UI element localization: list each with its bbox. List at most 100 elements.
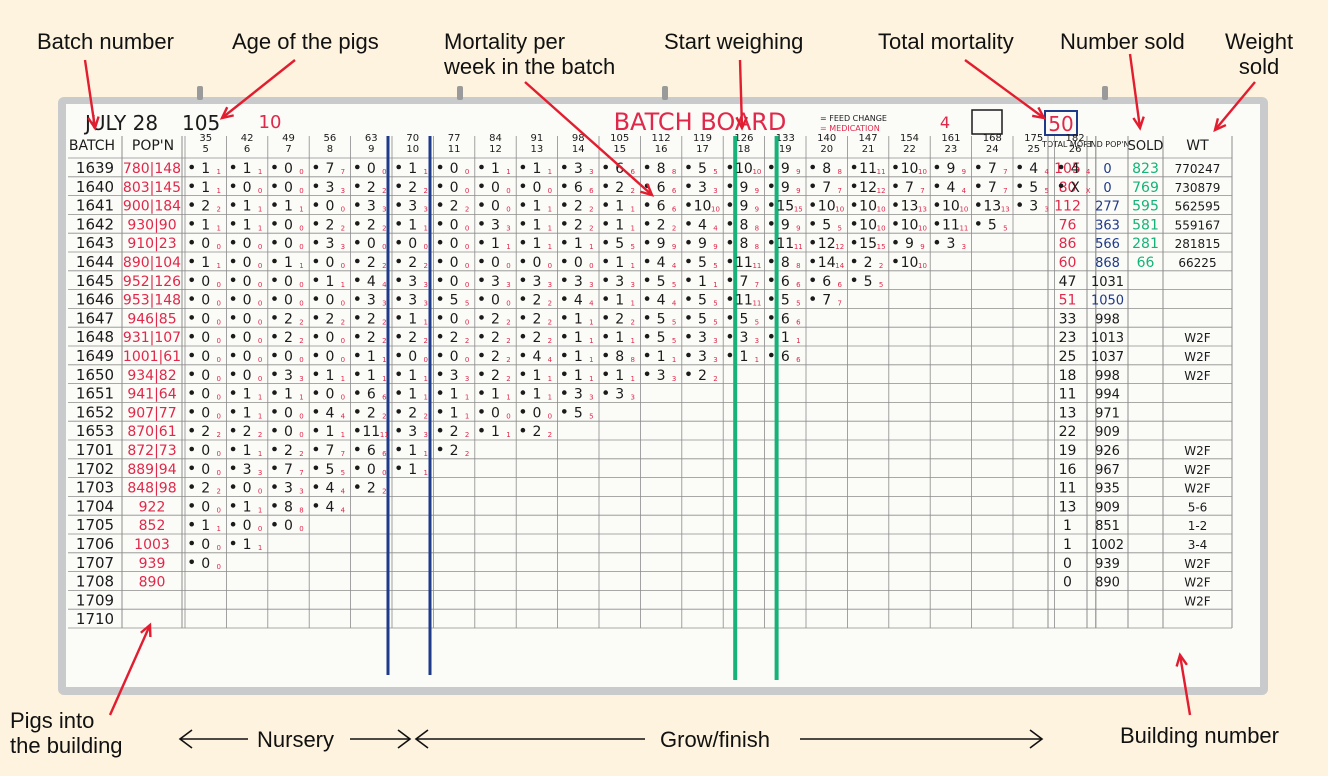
batch-number: 1702 — [76, 460, 114, 478]
feed-change-dot — [479, 258, 484, 264]
weekly-mortality-value: 1 — [574, 349, 583, 365]
weekly-mortality-value: 0 — [450, 255, 459, 271]
batch-population: 890 — [139, 575, 166, 591]
medication-mark: 4 — [341, 412, 346, 420]
feed-change-dot — [562, 164, 567, 170]
feed-change-dot — [810, 239, 815, 245]
end-population-value: 971 — [1095, 406, 1120, 421]
annotation-arrow — [221, 59, 296, 119]
medication-mark: 9 — [796, 224, 800, 232]
medication-mark: 2 — [382, 262, 386, 270]
weekly-mortality-value: 3 — [698, 180, 707, 196]
batch-population: 922 — [139, 499, 166, 515]
weekly-mortality-value: 0 — [243, 481, 252, 497]
medication-mark: 2 — [423, 337, 427, 345]
medication-mark: 0 — [506, 412, 510, 420]
feed-change-dot — [851, 277, 857, 283]
weekly-mortality-value: 1 — [532, 199, 541, 215]
feed-change-dot — [479, 183, 484, 189]
feed-change-dot — [686, 352, 691, 358]
medication-mark: 2 — [506, 375, 510, 383]
weekly-mortality-value: 3 — [739, 330, 748, 346]
feed-change-dot — [479, 296, 484, 301]
medication-mark: 2 — [382, 187, 386, 195]
total-box-value: 50 — [1048, 112, 1073, 136]
batch-number: 1706 — [76, 535, 114, 553]
medication-mark: 1 — [589, 243, 593, 251]
batch-number: 1709 — [76, 591, 114, 609]
batch-number: 1640 — [76, 178, 114, 196]
feed-change-dot — [355, 239, 360, 245]
feed-change-dot — [644, 352, 650, 358]
weekly-mortality-value: 0 — [325, 349, 334, 365]
batch-number: 1653 — [76, 422, 114, 440]
weekly-mortality-value: 5 — [615, 236, 624, 252]
weekly-mortality-value: 5 — [698, 311, 707, 327]
medication-mark: 1 — [341, 431, 345, 439]
weekly-mortality-value: 11 — [942, 217, 960, 233]
feed-change-dot — [396, 427, 402, 433]
batch-population: 852 — [139, 518, 166, 534]
feed-change-dot — [479, 409, 484, 414]
weekly-mortality-value: 5 — [739, 311, 748, 327]
annotation-arrowhead — [219, 106, 234, 120]
medication-mark: 8 — [755, 243, 759, 251]
feed-change-dot — [769, 202, 774, 207]
feed-change-dot — [727, 277, 733, 283]
weight-sold-value: 281815 — [1175, 237, 1221, 251]
feed-change-dot — [355, 183, 360, 189]
medication-mark: 1 — [672, 356, 676, 364]
annotation-arrow — [1128, 53, 1142, 129]
batch-number: 1646 — [76, 291, 114, 309]
medication-mark: 1 — [589, 337, 593, 345]
medication-mark: 9 — [962, 168, 966, 176]
feed-change-dot — [437, 333, 443, 339]
total-mortality-value: 0 — [1063, 556, 1072, 572]
feed-change-dot — [230, 446, 236, 452]
weekly-mortality-value: 3 — [946, 236, 955, 252]
annotation-arrowhead — [1213, 118, 1227, 133]
feed-change-dot — [396, 446, 402, 452]
medication-mark: 3 — [382, 300, 386, 308]
weekly-mortality-value: 0 — [325, 199, 334, 215]
number-sold-value: 66 — [1137, 255, 1155, 271]
annotation-arrowhead — [87, 116, 100, 131]
weekly-mortality-value: 9 — [739, 180, 748, 196]
feed-change-dot — [355, 390, 360, 395]
feed-change-dot — [437, 315, 443, 320]
feed-change-dot — [272, 296, 277, 301]
feed-change-dot — [313, 277, 319, 283]
medication-mark: 1 — [548, 206, 552, 214]
weekly-mortality-value: 2 — [491, 368, 500, 384]
batch-number: 1710 — [76, 610, 114, 628]
weekly-mortality-value: 9 — [781, 161, 790, 177]
medication-mark: 0 — [341, 262, 345, 270]
weekly-mortality-value: 1 — [491, 161, 500, 177]
feed-change-dot — [230, 427, 236, 433]
feed-change-dot — [603, 221, 608, 226]
feed-change-dot — [272, 202, 277, 207]
medication-mark: 2 — [258, 431, 262, 439]
feed-change-dot — [313, 465, 319, 471]
medication-mark: 3 — [382, 206, 386, 214]
medication-mark: 0 — [341, 337, 345, 345]
weekly-mortality-value: 3 — [574, 274, 583, 290]
medication-mark: 0 — [382, 168, 386, 176]
weekly-mortality-value: 0 — [491, 255, 500, 271]
weekly-mortality-value: 1 — [615, 293, 624, 309]
medication-mark: 0 — [465, 243, 469, 251]
weekly-mortality-value: 2 — [491, 311, 500, 327]
weekly-mortality-value: 0 — [201, 405, 210, 421]
medication-mark: 0 — [216, 506, 220, 514]
feed-change-dot — [355, 352, 360, 358]
weekly-mortality-value: 0 — [243, 368, 252, 384]
weekly-mortality-value: 6 — [657, 199, 666, 215]
feed-change-dot — [976, 183, 981, 189]
weekly-mortality-value: 0 — [201, 387, 210, 403]
feed-change-dot — [603, 315, 608, 320]
age-week-label: 22 — [903, 144, 916, 155]
feed-change-dot — [479, 390, 484, 395]
feed-change-dot — [355, 221, 360, 226]
medication-mark: 2 — [341, 318, 345, 326]
medication-mark: 1 — [299, 394, 303, 402]
